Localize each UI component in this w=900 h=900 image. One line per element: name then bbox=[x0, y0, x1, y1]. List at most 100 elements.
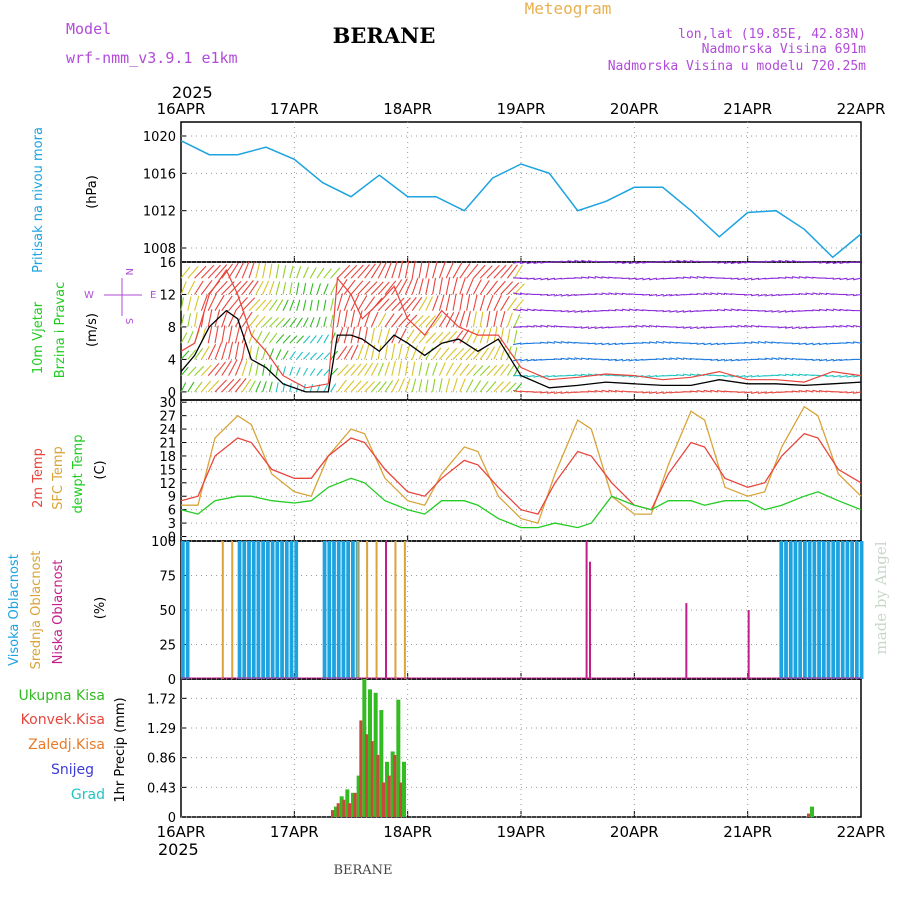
wind-arrow bbox=[234, 325, 241, 344]
wind-arrow bbox=[560, 293, 569, 297]
wind-arrow bbox=[716, 292, 726, 296]
high-cloud-bar bbox=[280, 541, 284, 679]
wind-arrow bbox=[737, 277, 746, 281]
wind-arrow bbox=[200, 380, 212, 393]
wind-arrow bbox=[472, 294, 478, 311]
wind-arrow bbox=[771, 357, 780, 360]
wind-arrow bbox=[500, 310, 506, 328]
mid-cloud-bar bbox=[403, 541, 406, 679]
wind-arrow bbox=[812, 276, 821, 279]
wind-arrow bbox=[519, 261, 528, 264]
wind-arrow bbox=[825, 358, 834, 362]
wind-arrow bbox=[391, 297, 405, 312]
pressure-ytick-label: 1012 bbox=[143, 205, 176, 220]
high-cloud-bar bbox=[788, 541, 793, 679]
wind-arrow bbox=[574, 277, 583, 279]
wind-arrow bbox=[439, 331, 451, 344]
wind-arrow bbox=[255, 316, 266, 328]
wind-arrow bbox=[214, 325, 219, 344]
wind-arrow bbox=[384, 344, 389, 360]
wind-arrow bbox=[500, 281, 514, 295]
wind-arrow bbox=[574, 259, 583, 263]
wind-arrow bbox=[662, 325, 671, 328]
wind-arrow bbox=[486, 381, 497, 393]
wind-arrow bbox=[689, 390, 698, 393]
wind-arrow bbox=[676, 391, 685, 393]
wind-arrow bbox=[764, 260, 773, 263]
high-cloud-bar bbox=[351, 541, 355, 679]
wind-series bbox=[180, 259, 862, 395]
wind-arrow bbox=[567, 260, 576, 263]
wind-arrow bbox=[486, 265, 500, 279]
wind-arrow bbox=[812, 309, 821, 312]
wind-arrow bbox=[425, 362, 430, 376]
wind-arrow bbox=[452, 362, 462, 376]
high-cloud-bar bbox=[803, 541, 807, 679]
legend-conv-rain: Konvek.Kisa bbox=[21, 712, 105, 728]
wind-arrow bbox=[574, 293, 583, 296]
wind-arrow bbox=[513, 342, 522, 346]
wind-arrow bbox=[513, 283, 525, 295]
wind-arrow bbox=[689, 310, 698, 313]
low-cloud-bar bbox=[747, 610, 750, 679]
wind-arrow bbox=[642, 358, 651, 361]
wind-arrow bbox=[296, 299, 301, 311]
wind-arrow bbox=[357, 380, 369, 393]
wind-arrow bbox=[621, 292, 630, 296]
wind-arrow bbox=[248, 298, 261, 312]
low-cloud-bar bbox=[585, 541, 588, 679]
wind-arrow bbox=[506, 297, 518, 312]
wind-arrow bbox=[764, 341, 773, 344]
high-cloud-bar bbox=[275, 541, 280, 679]
mid-cloud-bar bbox=[221, 541, 224, 679]
wind-arrow bbox=[560, 391, 569, 394]
wind-arrow bbox=[710, 292, 719, 296]
wind-arrow bbox=[676, 326, 685, 329]
wind-arrow bbox=[275, 365, 279, 376]
wind-arrow bbox=[255, 363, 259, 376]
low-cloud-bar bbox=[385, 541, 387, 679]
wind-arrow bbox=[405, 314, 418, 328]
wind-arrow bbox=[784, 259, 794, 263]
wind-arrow bbox=[689, 326, 698, 330]
wind-arrow bbox=[323, 334, 330, 344]
wind-arrow bbox=[574, 310, 583, 313]
wind-arrow bbox=[459, 293, 464, 311]
wind-arrow bbox=[696, 260, 705, 263]
sfc-temp-line bbox=[181, 405, 862, 524]
wind-arrow bbox=[832, 325, 841, 328]
wind-arrow bbox=[452, 276, 458, 295]
wind-arrow bbox=[621, 390, 630, 393]
wind-arrow bbox=[377, 298, 390, 312]
wind-arrow bbox=[234, 280, 248, 295]
wind-arrow bbox=[587, 260, 596, 263]
wind-arrow bbox=[832, 308, 841, 312]
cloud-ytick-label: 75 bbox=[159, 570, 176, 585]
wind-arrow bbox=[798, 390, 807, 393]
bottom-time-label: 20APR bbox=[610, 823, 659, 841]
wind-arrow bbox=[289, 350, 296, 360]
wind-arrow bbox=[798, 373, 807, 377]
wind-arrow bbox=[533, 308, 542, 312]
wind-arrow bbox=[228, 378, 241, 393]
wind-arrow bbox=[730, 325, 739, 328]
wind-arrow bbox=[214, 294, 225, 311]
wind-arrow bbox=[493, 364, 504, 376]
wind-arrow bbox=[852, 277, 862, 281]
wind-arrow bbox=[812, 389, 821, 393]
wind-arrow bbox=[194, 295, 200, 311]
wind-arrow bbox=[255, 380, 262, 393]
bottom-time-label: 19APR bbox=[497, 823, 546, 841]
wind-arrow bbox=[710, 326, 719, 329]
wind-arrow bbox=[404, 277, 414, 295]
wind-arrow bbox=[370, 311, 379, 328]
wind-arrow bbox=[275, 334, 285, 344]
wind-arrow bbox=[466, 329, 475, 344]
wind-arrow bbox=[214, 309, 221, 328]
wind-arrow bbox=[445, 261, 455, 279]
wind-arrow bbox=[302, 266, 309, 279]
wind-arrow bbox=[207, 294, 217, 311]
wind-arrow bbox=[221, 309, 229, 328]
wind-arrow bbox=[642, 341, 651, 344]
wind-arrow bbox=[540, 358, 549, 361]
